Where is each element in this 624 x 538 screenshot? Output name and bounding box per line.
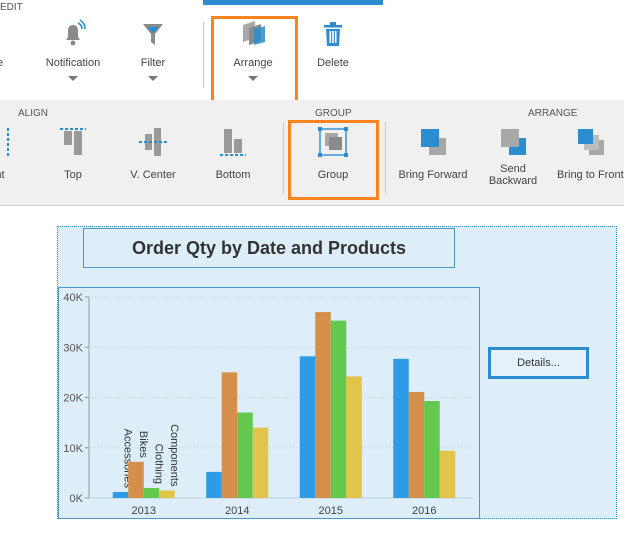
group-label-group: GROUP: [315, 108, 352, 119]
series-label: Bikes: [137, 431, 149, 458]
bar-components-2015[interactable]: [346, 376, 362, 498]
y-tick-label: 10K: [63, 443, 83, 455]
bar-bikes-2015[interactable]: [315, 312, 331, 498]
bring-to-front-icon: [577, 129, 604, 155]
bar-accessories-2014[interactable]: [206, 471, 222, 498]
align-vcenter-button[interactable]: V. Center: [126, 126, 180, 181]
align-top-label: Top: [64, 169, 82, 181]
notification-button[interactable]: Notification: [42, 18, 104, 81]
bar-accessories-2013[interactable]: [112, 491, 129, 498]
bring-forward-button[interactable]: Bring Forward: [397, 126, 469, 181]
partial-icon: [0, 18, 8, 48]
y-tick-label: 40K: [63, 292, 83, 304]
send-backward-button[interactable]: Send Backward: [486, 126, 540, 187]
filter-button[interactable]: Filter: [126, 18, 180, 81]
separator: [203, 22, 204, 88]
arrange-button[interactable]: Arrange: [224, 18, 282, 81]
bar-components-2014[interactable]: [252, 427, 269, 498]
align-bottom-icon: [220, 129, 246, 156]
bell-icon: [66, 19, 86, 46]
arrange-label: Arrange: [233, 57, 273, 69]
ribbon-top: EDIT e Notification Filter Arrange: [0, 0, 624, 103]
bar-bikes-2013[interactable]: [128, 461, 144, 498]
separator: [385, 122, 386, 194]
separator: [283, 122, 284, 194]
bring-forward-icon: [421, 129, 446, 155]
bar-components-2016[interactable]: [439, 450, 456, 498]
bar-clothing-2014[interactable]: [237, 412, 253, 498]
x-tick-label: 2015: [319, 505, 343, 517]
send-backward-label: Send Backward: [488, 163, 538, 187]
bar-clothing-2013[interactable]: [143, 487, 160, 498]
series-label: Components: [168, 424, 180, 487]
align-vcenter-icon: [139, 128, 167, 156]
chart-title[interactable]: Order Qty by Date and Products: [83, 228, 455, 268]
y-tick-label: 30K: [63, 342, 83, 354]
group-label-align: ALIGN: [18, 108, 49, 119]
filter-label: Filter: [140, 57, 166, 69]
bar-accessories-2015[interactable]: [299, 356, 316, 498]
ribbon-bottom: ALIGN GROUP ARRANGE nt Top V. Center Bot…: [0, 100, 624, 206]
details-button[interactable]: Details...: [488, 347, 589, 379]
chart-frame[interactable]: 0K 10K 20K 30K 40K Accessories Bikes Clothing Co…: [58, 287, 480, 519]
group-icon: [318, 127, 348, 157]
align-bottom-button[interactable]: Bottom: [210, 126, 256, 181]
partial-left-button[interactable]: e: [0, 18, 8, 69]
align-icon: [7, 128, 9, 156]
group-button[interactable]: Group: [310, 126, 356, 181]
bring-forward-label: Bring Forward: [398, 169, 468, 181]
y-tick-label: 20K: [63, 393, 83, 405]
group-label-arrange: ARRANGE: [528, 108, 578, 119]
bar-clothing-2015[interactable]: [330, 320, 347, 498]
chevron-down-icon[interactable]: [68, 76, 78, 81]
filter-icon: [143, 24, 163, 45]
section-label-edit: EDIT: [0, 2, 23, 13]
align-top-icon: [60, 128, 86, 155]
bar-accessories-2016[interactable]: [393, 358, 409, 498]
align-vcenter-label: V. Center: [130, 169, 176, 181]
arrange-highlight: [211, 16, 298, 103]
bar-bikes-2014[interactable]: [221, 372, 238, 498]
x-tick-label: 2016: [412, 505, 436, 517]
x-tick-label: 2014: [225, 505, 249, 517]
delete-label: Delete: [317, 57, 349, 69]
align-top-button[interactable]: Top: [55, 126, 91, 181]
series-label: Clothing: [153, 444, 165, 484]
trash-icon: [324, 22, 342, 46]
send-backward-icon: [501, 129, 526, 155]
active-tab-indicator: [203, 0, 383, 5]
y-tick-label: 0K: [70, 493, 84, 505]
chevron-down-icon[interactable]: [148, 76, 158, 81]
bring-to-front-label: Bring to Front: [557, 169, 624, 181]
align-partial-button[interactable]: nt: [0, 126, 12, 181]
bar-clothing-2016[interactable]: [424, 401, 440, 498]
group-label: Group: [317, 169, 349, 181]
delete-button[interactable]: Delete: [308, 18, 358, 69]
chevron-down-icon[interactable]: [248, 76, 258, 81]
arrange-icon: [243, 21, 265, 45]
bring-to-front-button[interactable]: Bring to Front: [557, 126, 624, 181]
group-highlight: [288, 120, 379, 200]
bar-components-2013[interactable]: [159, 490, 175, 498]
align-bottom-label: Bottom: [215, 169, 251, 181]
notification-label: Notification: [45, 57, 101, 69]
x-tick-label: 2013: [132, 505, 156, 517]
bar-bikes-2016[interactable]: [408, 391, 425, 498]
